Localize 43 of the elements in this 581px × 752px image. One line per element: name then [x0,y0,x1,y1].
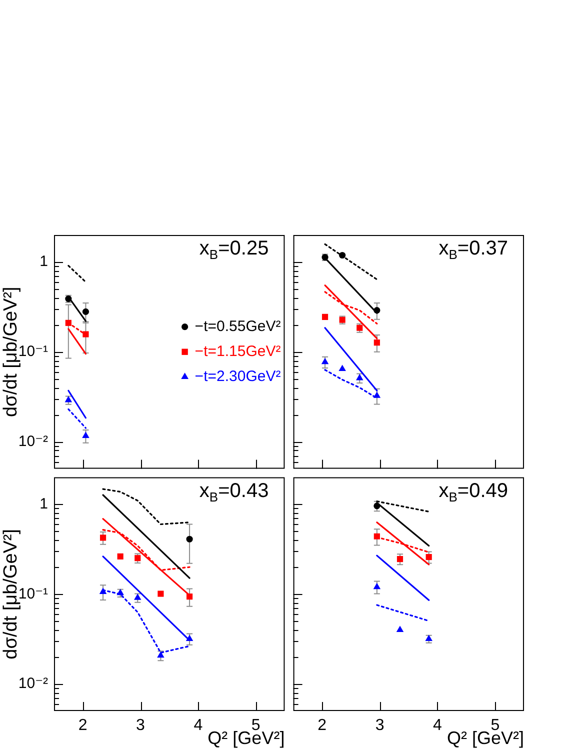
x-tick-label: 3 [375,717,384,734]
point [82,308,90,315]
point [117,553,124,560]
point [186,634,194,642]
legend-label: −t=1.15GeV² [194,342,281,360]
point [396,626,404,632]
point [186,536,193,542]
point [186,594,193,600]
point [158,590,164,597]
x-tick-label: 4 [194,717,203,734]
point [322,314,328,320]
line-series [102,488,190,526]
point [157,651,164,658]
y-tick-label: 1 [40,253,48,270]
y-tick-label: 10⁻² [18,675,48,692]
x-tick-label: 4 [433,717,442,734]
legend-label: −t=2.30GeV² [194,368,281,385]
point [99,588,107,594]
x-tick-label: 3 [136,717,146,734]
point [374,307,380,314]
legend-label: −t=0.55GeV² [194,318,281,335]
point [338,364,346,372]
point [64,396,72,402]
x-tick-label: 5 [251,717,260,734]
point [100,534,106,541]
point [65,320,72,326]
point [321,358,329,364]
point [374,533,380,540]
x-tick-label: 2 [78,717,88,734]
point [356,374,364,380]
point [396,556,404,562]
y-tick-label: 10⁻² [18,432,48,450]
point [339,252,346,259]
point [374,339,380,346]
x-tick-label: 2 [318,717,327,734]
point [82,331,89,338]
point [82,432,90,438]
y-tick-label: 1 [40,495,48,512]
point [373,582,381,590]
point [373,392,381,398]
point [134,594,142,600]
point [426,554,432,560]
x-tick-label: 5 [490,717,500,734]
